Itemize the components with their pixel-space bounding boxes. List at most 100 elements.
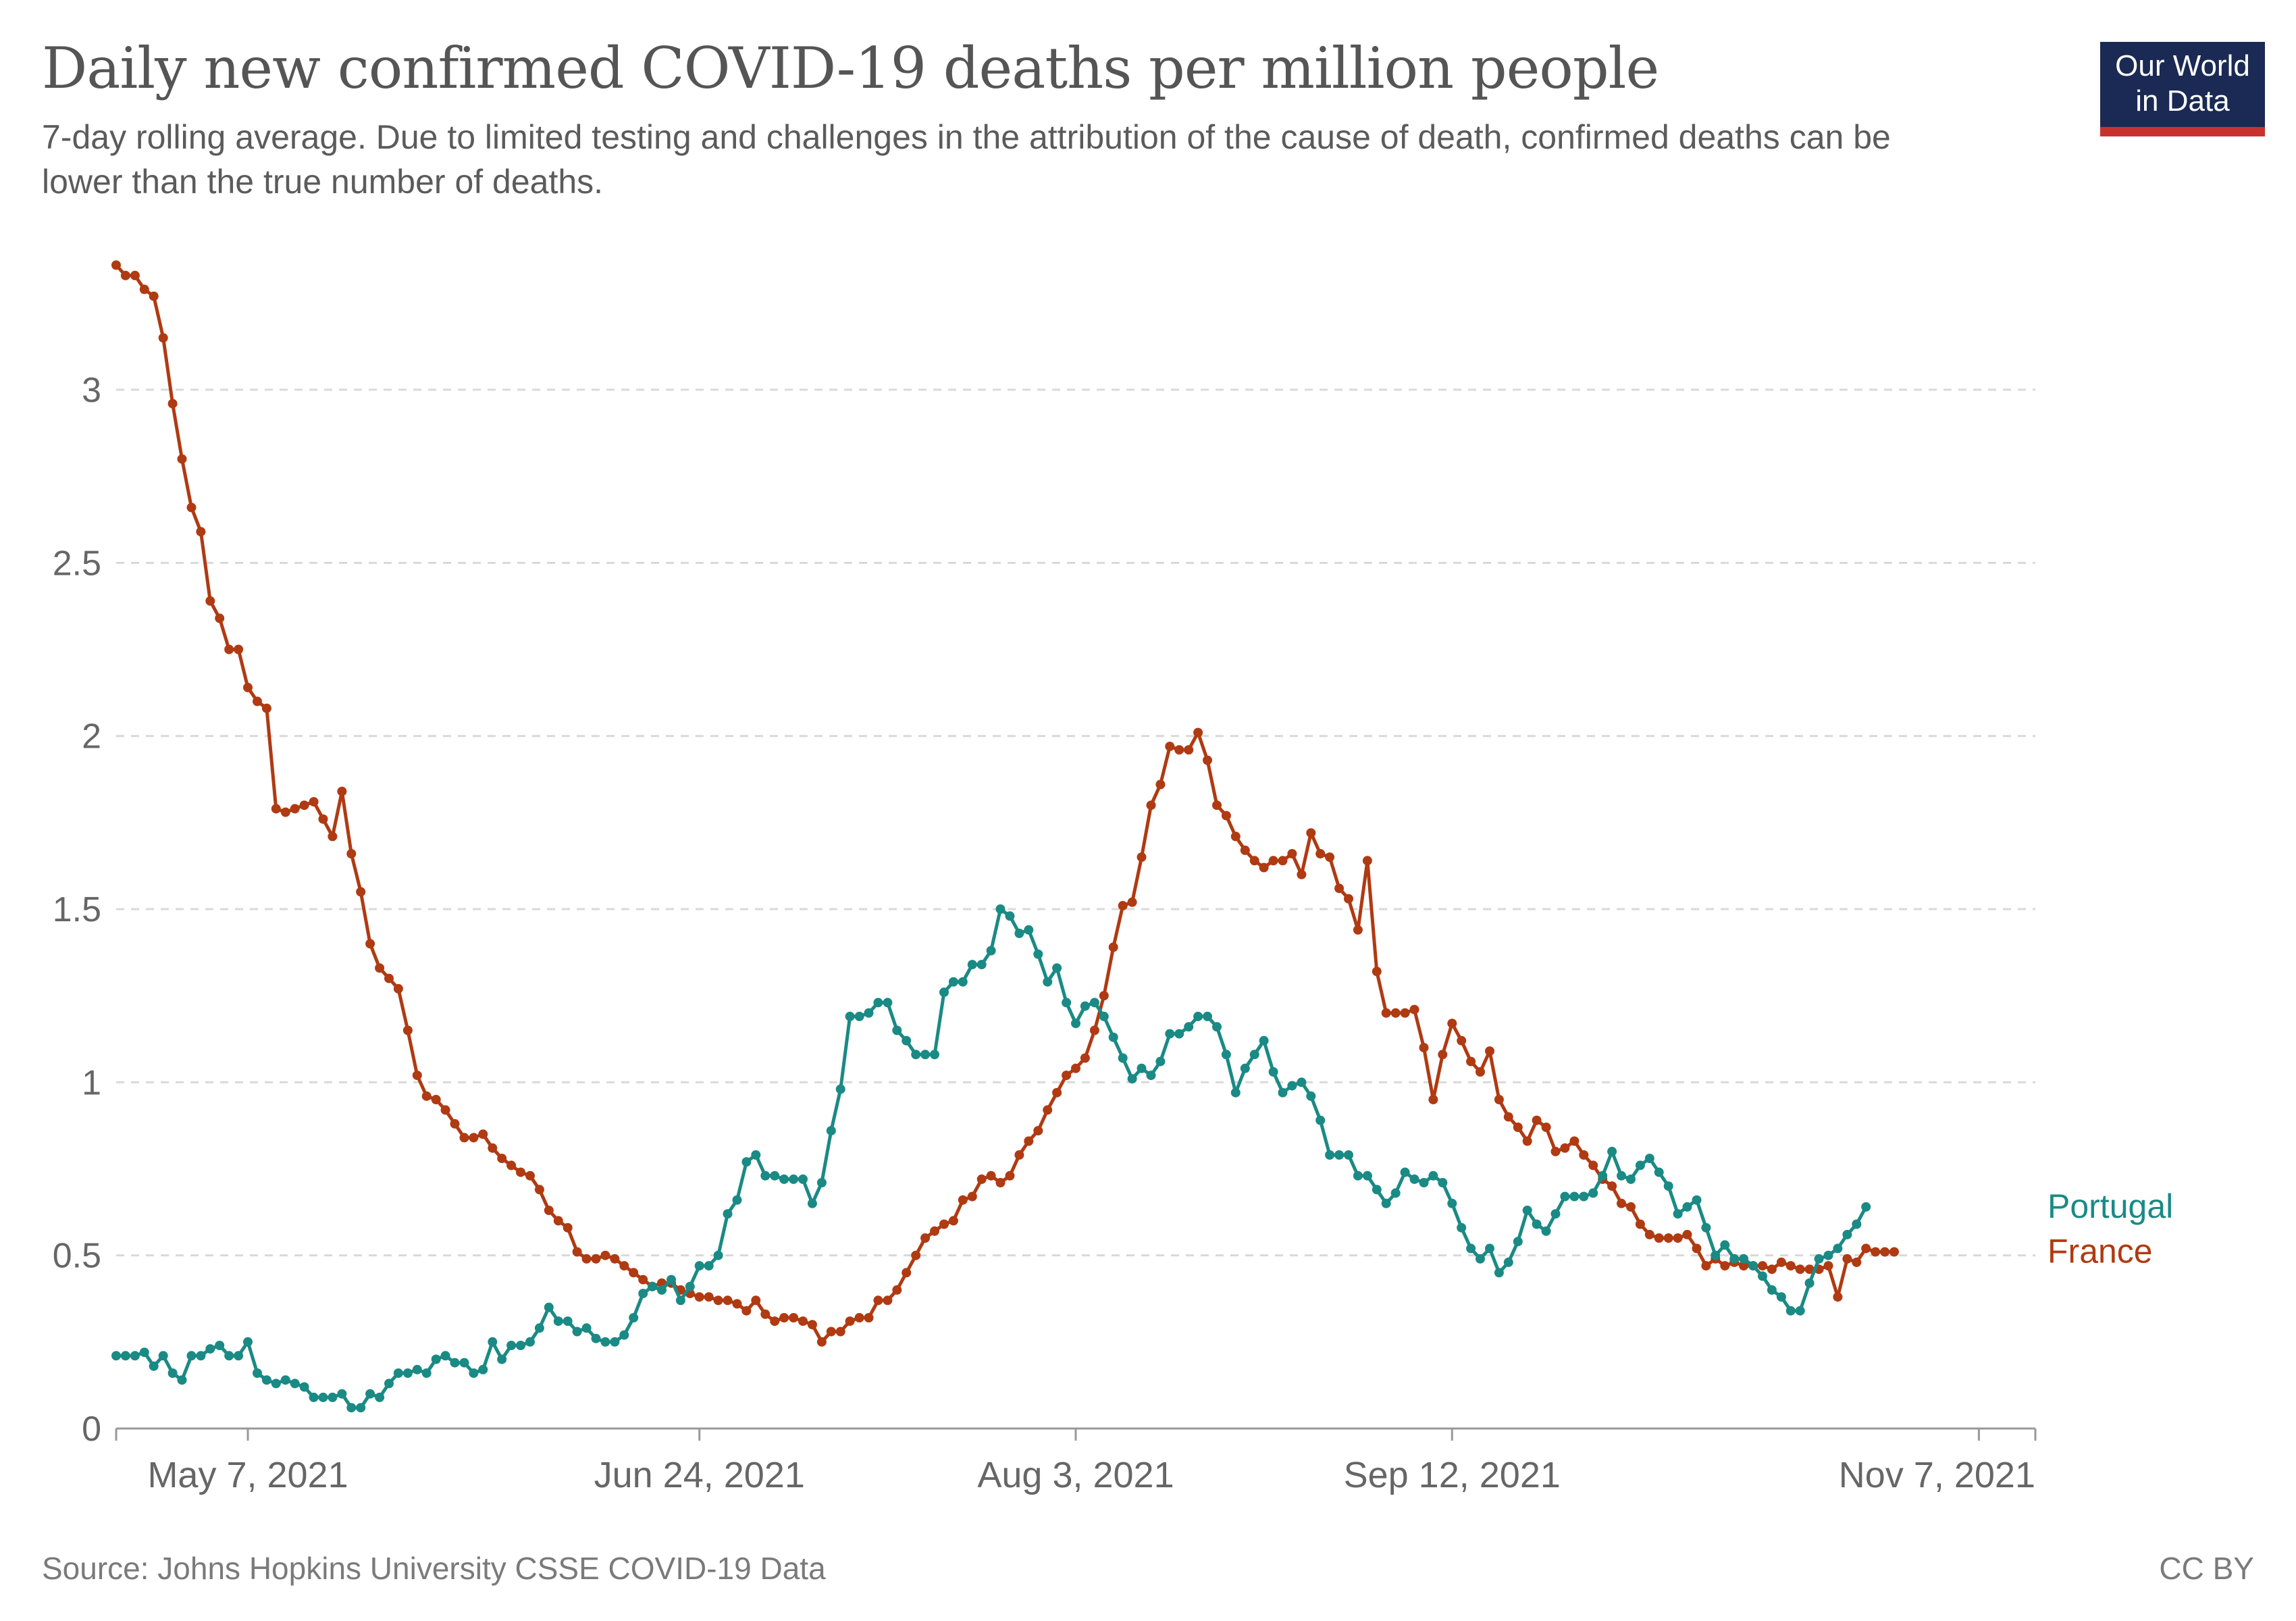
- data-point-france: [1880, 1247, 1890, 1257]
- data-point-france: [864, 1313, 874, 1322]
- data-point-france: [1550, 1146, 1561, 1156]
- data-point-france: [167, 398, 178, 409]
- data-point-portugal: [497, 1354, 507, 1364]
- data-point-portugal: [760, 1170, 771, 1181]
- data-point-portugal: [459, 1358, 469, 1368]
- y-tick-label: 2: [82, 717, 101, 756]
- data-point-portugal: [1062, 998, 1072, 1008]
- data-point-france: [1804, 1264, 1815, 1275]
- data-point-france: [1127, 897, 1137, 907]
- data-point-france: [506, 1160, 517, 1170]
- data-point-portugal: [1861, 1202, 1871, 1212]
- data-point-france: [873, 1295, 883, 1306]
- data-point-portugal: [1842, 1229, 1852, 1239]
- data-point-france: [826, 1327, 836, 1337]
- data-point-france: [1014, 1150, 1024, 1160]
- data-point-france: [393, 983, 403, 994]
- y-tick-label: 0: [82, 1410, 101, 1449]
- data-point-france: [1024, 1136, 1034, 1146]
- data-point-france: [1325, 852, 1335, 863]
- data-point-portugal: [1278, 1087, 1288, 1098]
- data-point-portugal: [779, 1174, 789, 1184]
- data-point-france: [986, 1170, 996, 1181]
- data-point-portugal: [1438, 1178, 1448, 1187]
- data-point-portugal: [1005, 911, 1015, 921]
- data-point-france: [1861, 1243, 1871, 1254]
- data-point-france: [629, 1268, 639, 1278]
- data-point-portugal: [1033, 949, 1043, 959]
- data-point-portugal: [732, 1195, 742, 1205]
- data-point-france: [732, 1299, 742, 1309]
- data-point-france: [1362, 856, 1372, 866]
- data-point-portugal: [1532, 1219, 1542, 1229]
- data-point-france: [835, 1327, 845, 1337]
- data-point-portugal: [1297, 1077, 1307, 1087]
- data-point-france: [1249, 856, 1259, 866]
- y-tick-label: 3: [82, 371, 101, 410]
- data-point-france: [1203, 755, 1212, 765]
- data-point-portugal: [930, 1050, 939, 1060]
- data-point-portugal: [1024, 925, 1034, 935]
- source-note: Source: Johns Hopkins University CSSE CO…: [42, 1551, 826, 1586]
- data-point-portugal: [1099, 1011, 1109, 1021]
- data-point-france: [770, 1316, 780, 1327]
- data-point-portugal: [1353, 1170, 1363, 1181]
- data-point-france: [1353, 925, 1363, 935]
- data-point-portugal: [807, 1198, 817, 1208]
- data-point-france: [902, 1268, 912, 1278]
- data-point-portugal: [1230, 1087, 1241, 1098]
- chart-subtitle: 7-day rolling average. Due to limited te…: [42, 118, 1891, 201]
- data-point-portugal: [149, 1361, 159, 1371]
- data-point-france: [920, 1233, 931, 1243]
- data-point-france: [1785, 1261, 1796, 1271]
- data-point-france: [1108, 942, 1118, 952]
- data-point-portugal: [393, 1368, 403, 1378]
- data-point-france: [1155, 779, 1166, 790]
- data-point-portugal: [1137, 1063, 1147, 1073]
- data-point-portugal: [1682, 1202, 1692, 1212]
- data-point-france: [1165, 742, 1175, 752]
- y-tick-label: 2.5: [53, 544, 101, 583]
- license-link[interactable]: CC BY: [2159, 1551, 2254, 1586]
- data-point-france: [469, 1133, 479, 1143]
- data-point-france: [1569, 1136, 1580, 1146]
- data-point-portugal: [581, 1323, 592, 1333]
- data-point-portugal: [1833, 1243, 1843, 1254]
- data-point-portugal: [253, 1368, 262, 1378]
- data-point-portugal: [544, 1302, 554, 1312]
- y-tick-label: 1.5: [53, 890, 101, 929]
- data-point-france: [1033, 1126, 1043, 1136]
- axis-layer: 0 0.5 1 1.5 2 2.5 3 May 7, 2021 Jun 24, 2021 Aug …: [53, 371, 2037, 1495]
- data-point-portugal: [1485, 1243, 1494, 1254]
- data-point-france: [572, 1247, 582, 1257]
- data-point-france: [1842, 1254, 1852, 1264]
- data-point-portugal: [421, 1368, 432, 1378]
- data-point-portugal: [1409, 1174, 1419, 1184]
- data-point-france: [610, 1254, 620, 1264]
- data-point-portugal: [1617, 1170, 1626, 1181]
- data-point-portugal: [1776, 1292, 1786, 1302]
- data-point-france: [478, 1129, 488, 1139]
- data-point-portugal: [215, 1341, 225, 1350]
- grid-layer: [116, 388, 2035, 1257]
- data-point-portugal: [1014, 928, 1024, 938]
- data-point-portugal: [675, 1295, 685, 1306]
- data-point-portugal: [1579, 1191, 1589, 1202]
- data-point-portugal: [1447, 1198, 1457, 1208]
- data-point-france: [1476, 1067, 1485, 1077]
- data-point-portugal: [864, 1008, 874, 1018]
- data-point-france: [1889, 1247, 1899, 1257]
- data-point-portugal: [290, 1379, 300, 1389]
- data-point-france: [1315, 849, 1326, 858]
- data-point-portugal: [883, 998, 893, 1008]
- owid-logo[interactable]: Our World in Data: [2100, 42, 2265, 136]
- data-point-portugal: [205, 1344, 215, 1354]
- data-point-portugal: [1476, 1254, 1485, 1264]
- data-point-portugal: [1240, 1063, 1250, 1073]
- data-point-france: [751, 1295, 761, 1306]
- data-point-france: [158, 333, 168, 343]
- data-point-portugal: [967, 960, 977, 970]
- data-point-france: [958, 1195, 968, 1205]
- data-point-france: [497, 1154, 507, 1164]
- data-point-france: [205, 596, 215, 606]
